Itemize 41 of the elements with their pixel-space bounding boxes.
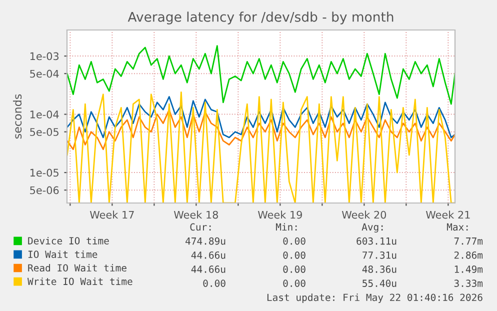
y-tick-label: 1e-05: [30, 168, 58, 177]
line-series: [67, 45, 455, 105]
text: 44.66u: [191, 266, 226, 273]
text: 48.36u: [362, 266, 396, 273]
legend-label: Read IO Wait time: [28, 264, 126, 272]
text: 1.49m: [454, 266, 483, 273]
text: 7.77m: [454, 238, 483, 245]
text: Max:: [446, 223, 468, 231]
x-tick-label: Week 18: [174, 210, 218, 219]
x-tick-label: Week 17: [90, 210, 134, 219]
text: 603.11u: [356, 237, 396, 245]
text: 0.00: [283, 266, 306, 273]
text: Avg:: [362, 223, 383, 233]
text: 77.31u: [362, 251, 396, 259]
x-tick-label: Week 21: [426, 210, 470, 219]
text: 0.00: [283, 251, 306, 259]
y-tick-label: 5e-06: [30, 186, 59, 194]
y-tick-label: 5e-04: [30, 70, 59, 78]
text: 474.89u: [186, 237, 226, 245]
x-tick-label: Week 19: [258, 210, 302, 219]
text: 0.00: [283, 237, 306, 245]
line-series: [67, 108, 455, 150]
text: Last update: Fri May 22 01:40:16 2026: [267, 294, 482, 303]
legend-label: IO Wait time: [28, 250, 98, 258]
text: Min:: [276, 223, 297, 231]
text: Cur:: [190, 223, 211, 231]
chart-title: Average latency for /dev/sdb - by month: [128, 12, 394, 24]
x-tick-label: Week 20: [342, 210, 386, 219]
legend-label: Write IO Wait time: [28, 278, 132, 286]
y-tick-label: 1e-03: [30, 52, 59, 60]
legend-label: Device IO time: [28, 236, 109, 244]
y-axis-title: seconds: [13, 94, 22, 139]
text: 44.66u: [191, 251, 226, 259]
text: 0.00: [283, 280, 306, 287]
text: 55.40u: [362, 280, 396, 287]
line-series: [67, 96, 455, 138]
text: 0.00: [203, 280, 226, 287]
y-tick-label: 1e-04: [30, 110, 59, 118]
text: 3.33m: [454, 280, 483, 287]
y-tick-label: 5e-05: [30, 128, 58, 136]
text: 2.86m: [454, 251, 483, 259]
